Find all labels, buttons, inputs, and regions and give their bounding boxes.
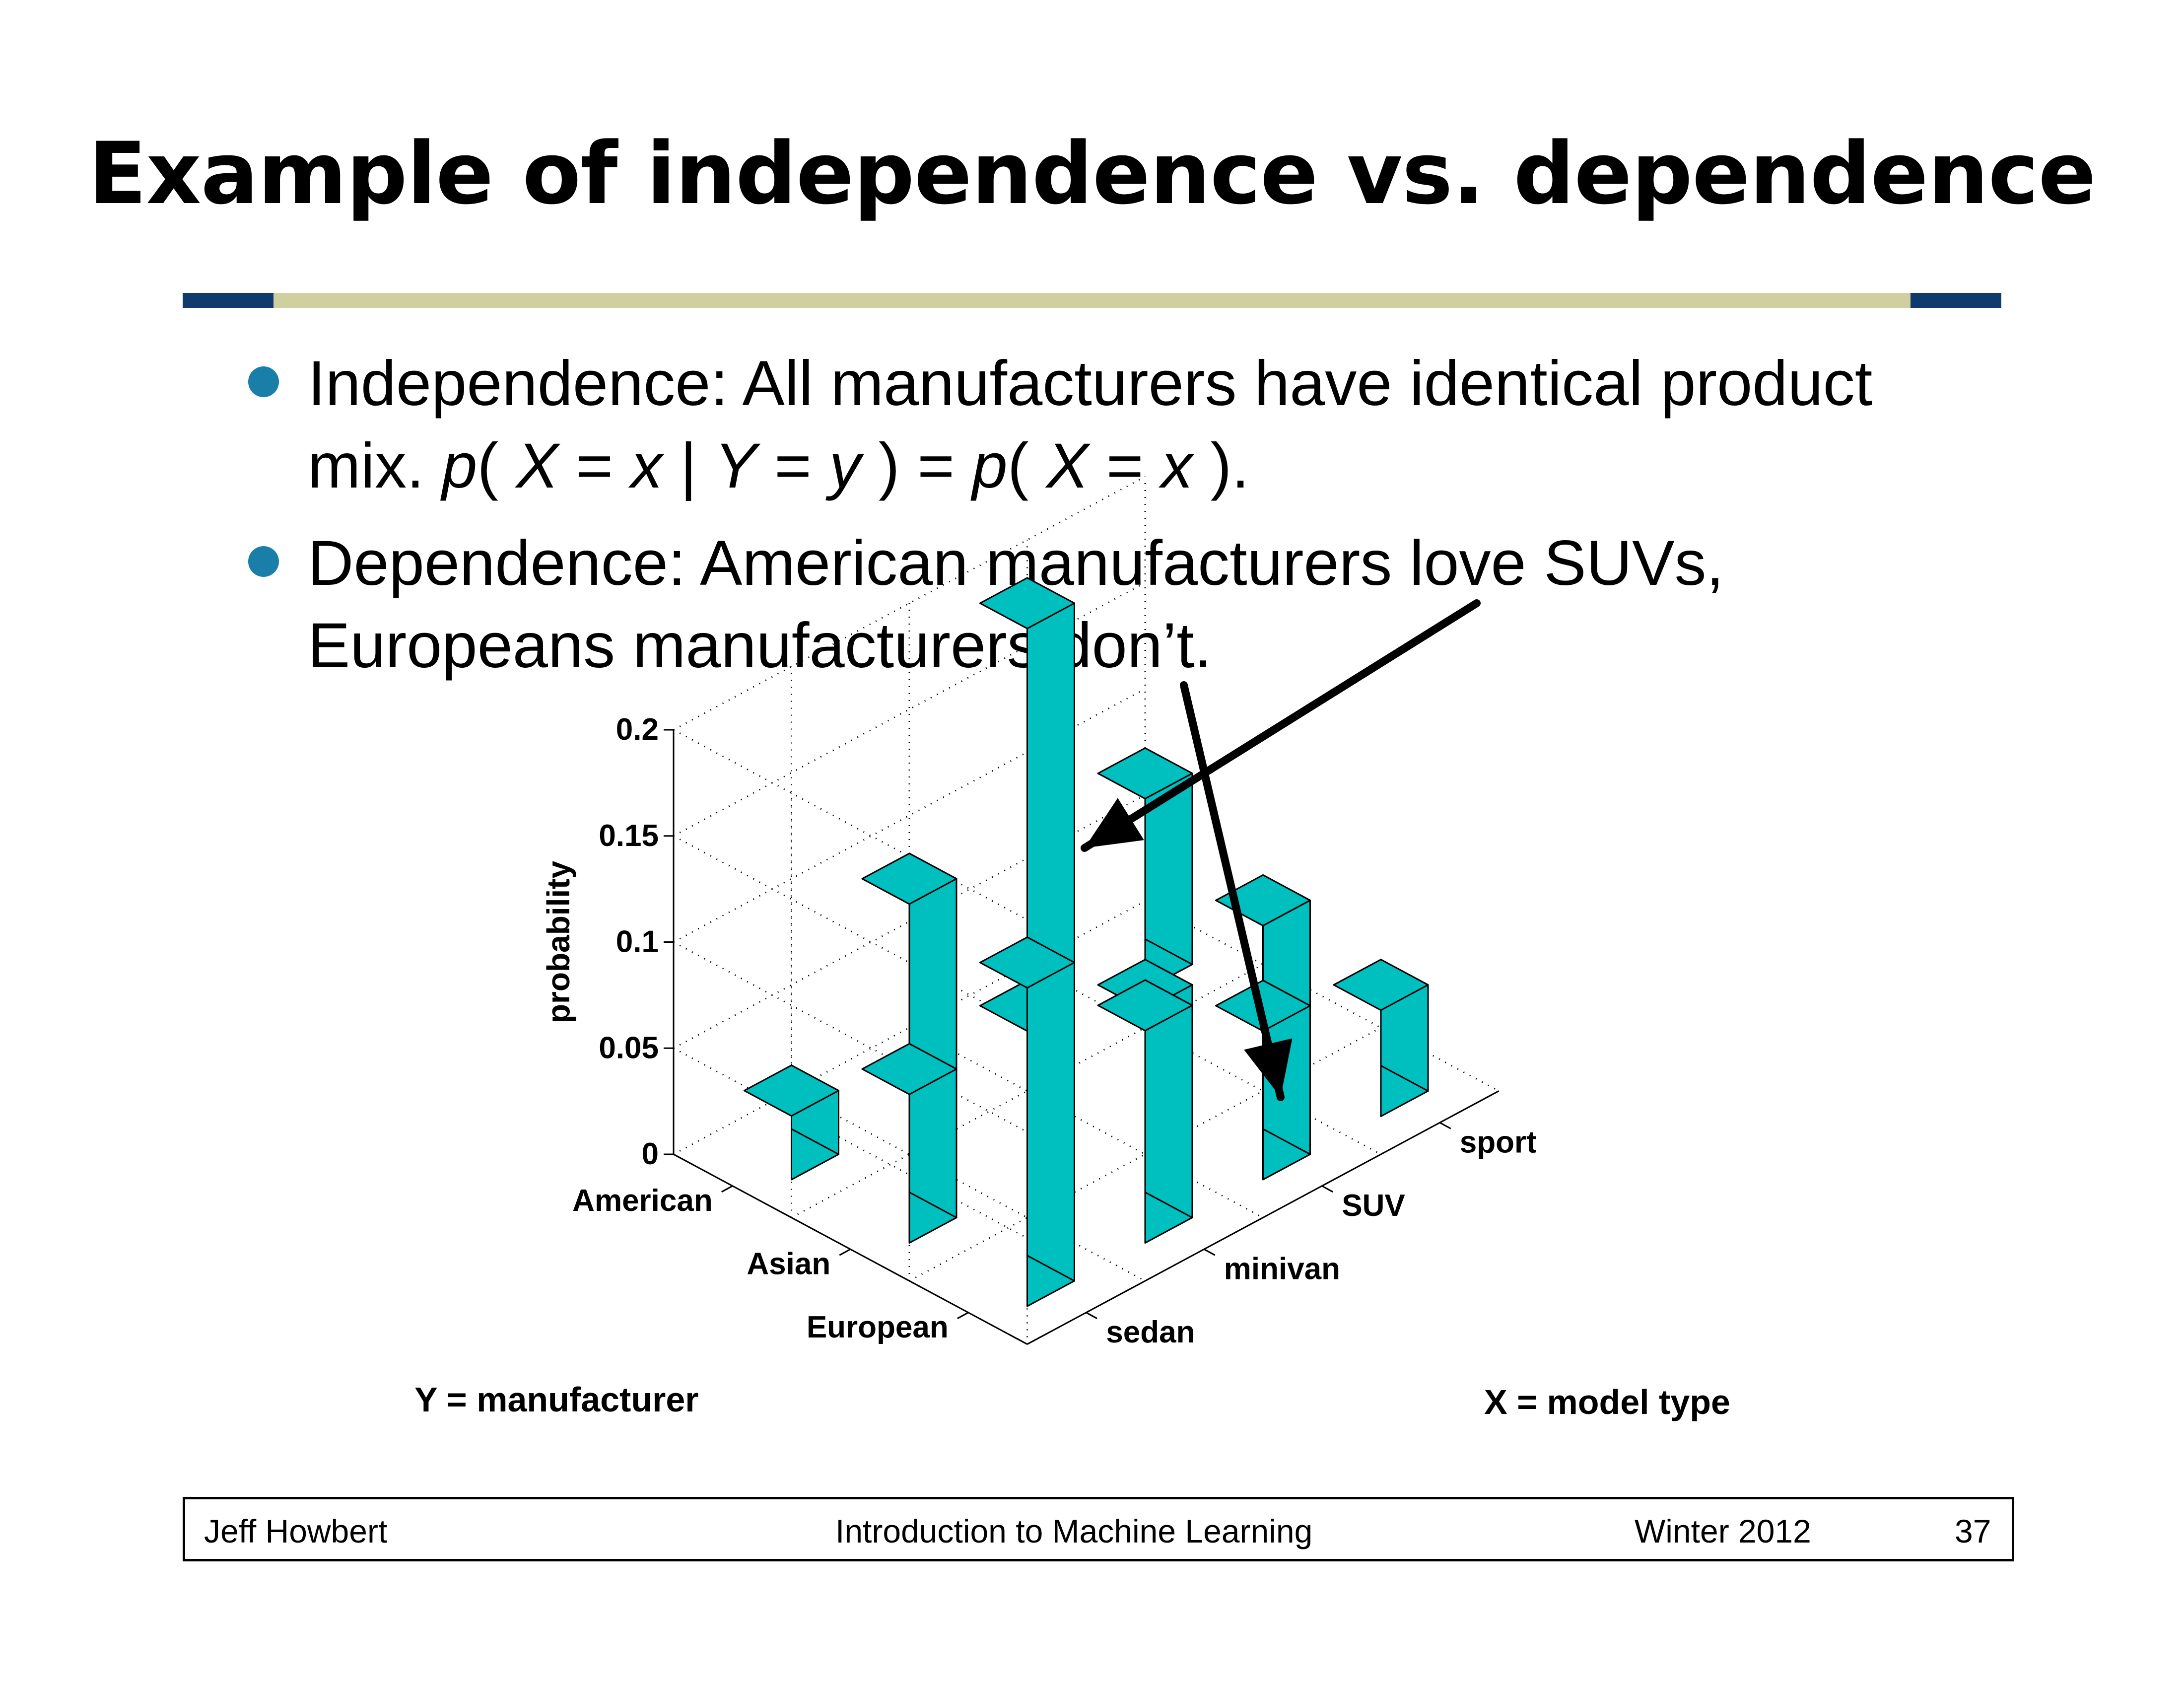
text-run: ( bbox=[477, 430, 516, 501]
x-axis-title: X = model type bbox=[1484, 1383, 1730, 1421]
annotation-arrow-european-suv bbox=[1180, 681, 1285, 1101]
grid-line bbox=[791, 1090, 1146, 1282]
text-run: = bbox=[756, 430, 829, 501]
bar-top-face bbox=[861, 852, 957, 905]
bullet-independence: Independence: All manufacturers have ide… bbox=[248, 343, 2035, 507]
footer-course: Introduction to Machine Learning bbox=[835, 1513, 1313, 1549]
grid-line bbox=[909, 1027, 1264, 1218]
grid-line bbox=[673, 729, 1028, 920]
title-rule-right-cap bbox=[1911, 293, 2001, 308]
annotation-arrow-american-suv-head bbox=[1085, 798, 1144, 848]
grid-line bbox=[673, 835, 1028, 1027]
math-p: p bbox=[442, 430, 478, 501]
x-tick bbox=[1086, 1312, 1097, 1320]
text-run: ). bbox=[1193, 430, 1249, 501]
text-run: | bbox=[662, 430, 715, 501]
bar-top-face bbox=[1333, 959, 1429, 1011]
footer: Jeff Howbert Introduction to Machine Lea… bbox=[183, 1497, 2014, 1561]
bar-top-face bbox=[979, 577, 1075, 630]
bullet-dot bbox=[248, 366, 279, 397]
math-y: y bbox=[829, 430, 861, 501]
title-rule bbox=[273, 293, 1911, 308]
x-tick-label: sedan bbox=[1106, 1315, 1195, 1349]
footer-author: Jeff Howbert bbox=[204, 1513, 388, 1549]
y-tick bbox=[839, 1248, 851, 1256]
z-tick-label: 0.15 bbox=[599, 819, 659, 853]
x-tick-label: SUV bbox=[1342, 1189, 1405, 1223]
bar-top-face bbox=[979, 936, 1075, 989]
x-tick-label: sport bbox=[1460, 1125, 1537, 1159]
text-run: = bbox=[558, 430, 631, 501]
text-run: ) = bbox=[861, 430, 972, 501]
math-p: p bbox=[972, 430, 1008, 501]
math-x: x bbox=[1161, 430, 1193, 501]
z-tick-label: 0 bbox=[642, 1137, 659, 1171]
footer-term: Winter 2012 bbox=[1635, 1513, 1811, 1549]
bullet-text-line: Independence: All manufacturers have ide… bbox=[308, 348, 1873, 419]
math-Y: Y bbox=[714, 430, 757, 501]
y-tick-label: Asian bbox=[747, 1247, 830, 1281]
bar-top-face bbox=[861, 1043, 957, 1095]
annotation-arrow-european-suv-head bbox=[1244, 1038, 1293, 1097]
slide-title: Example of independence vs. dependence bbox=[88, 124, 2096, 223]
y-tick bbox=[721, 1185, 733, 1193]
footer-page: 37 bbox=[1955, 1513, 1991, 1549]
z-axis-label: probability bbox=[541, 861, 576, 1024]
math-X: X bbox=[516, 430, 558, 501]
text-run: ( bbox=[1007, 430, 1046, 501]
bullet-formula-line: mix. p( X = x | Y = y ) = p( X = x ). bbox=[308, 425, 2035, 507]
grid-line bbox=[673, 941, 1028, 1133]
x-tick bbox=[1321, 1185, 1333, 1193]
grid-line bbox=[1026, 964, 1381, 1155]
bar-top-face bbox=[1097, 747, 1193, 800]
math-X: X bbox=[1046, 430, 1089, 501]
x-tick-label: minivan bbox=[1224, 1252, 1340, 1286]
bar-top-face bbox=[744, 1064, 839, 1117]
y-tick bbox=[957, 1312, 969, 1320]
text-run: = bbox=[1089, 430, 1161, 501]
math-x: x bbox=[630, 430, 663, 501]
bar-side-face bbox=[1026, 936, 1075, 1282]
z-tick-label: 0.05 bbox=[599, 1031, 659, 1065]
z-tick-label: 0.2 bbox=[616, 712, 659, 747]
y-tick-label: European bbox=[807, 1310, 949, 1344]
bar-top-face bbox=[1097, 979, 1193, 1032]
y-tick-label: American bbox=[572, 1184, 713, 1218]
x-axis-line bbox=[1026, 1090, 1500, 1345]
grid-line bbox=[673, 1047, 1028, 1239]
x-tick bbox=[1204, 1248, 1216, 1256]
title-rule-left-cap bbox=[183, 293, 273, 308]
grid-line bbox=[1145, 900, 1500, 1092]
y-axis-title: Y = manufacturer bbox=[414, 1380, 699, 1419]
text-run: mix. bbox=[308, 430, 442, 501]
z-tick-label: 0.1 bbox=[616, 925, 659, 959]
bullet-dot bbox=[248, 546, 279, 577]
annotation-arrow-american-suv bbox=[1081, 599, 1481, 852]
x-tick bbox=[1439, 1122, 1451, 1129]
